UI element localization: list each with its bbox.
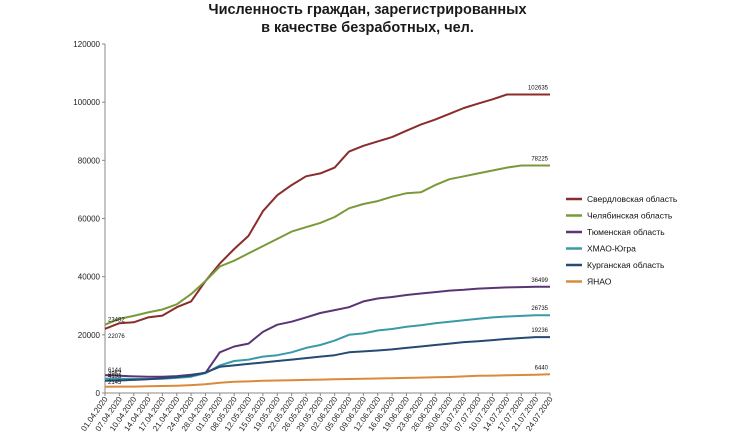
y-tick-label: 100000 xyxy=(73,98,100,107)
legend-entry: ЯНАО xyxy=(587,277,612,287)
y-tick-label: 0 xyxy=(96,389,101,398)
y-tick-label: 80000 xyxy=(78,156,101,165)
series-line xyxy=(104,373,551,388)
series-line xyxy=(104,164,550,326)
data-label-end: 78225 xyxy=(531,156,548,162)
data-label-end: 19236 xyxy=(531,328,548,334)
data-label-start: 4193 xyxy=(108,374,122,380)
series-line xyxy=(104,285,550,378)
legend-entry: ХМАО-Югра xyxy=(587,244,636,254)
legend-entry: Свердловская область xyxy=(587,194,678,204)
data-label-start: 23482 xyxy=(108,318,125,324)
data-label-start: 6144 xyxy=(108,368,122,374)
chart-title-line-2: в качестве безработных, чел. xyxy=(261,20,474,36)
data-label-start: 22076 xyxy=(108,334,125,340)
legend-entry: Тюменская область xyxy=(587,227,665,237)
data-label-start: 2145 xyxy=(108,380,122,386)
series-line xyxy=(104,314,550,380)
series-line xyxy=(104,93,550,330)
chart-title-line-1: Численность граждан, зарегистрированных xyxy=(208,2,527,18)
data-label-end: 102635 xyxy=(528,86,549,92)
y-tick-label: 120000 xyxy=(73,40,100,49)
legend-entry: Курганская область xyxy=(587,260,665,270)
data-label-start: 4957 xyxy=(108,372,122,378)
data-label-end: 26735 xyxy=(531,306,548,312)
data-label-end: 36499 xyxy=(531,278,548,284)
y-tick-label: 20000 xyxy=(78,331,101,340)
legend-entry: Челябинская область xyxy=(587,211,673,221)
y-tick-label: 60000 xyxy=(78,215,101,224)
data-label-end: 6440 xyxy=(535,365,549,371)
series-line xyxy=(104,336,550,382)
y-tick-label: 40000 xyxy=(78,273,101,282)
